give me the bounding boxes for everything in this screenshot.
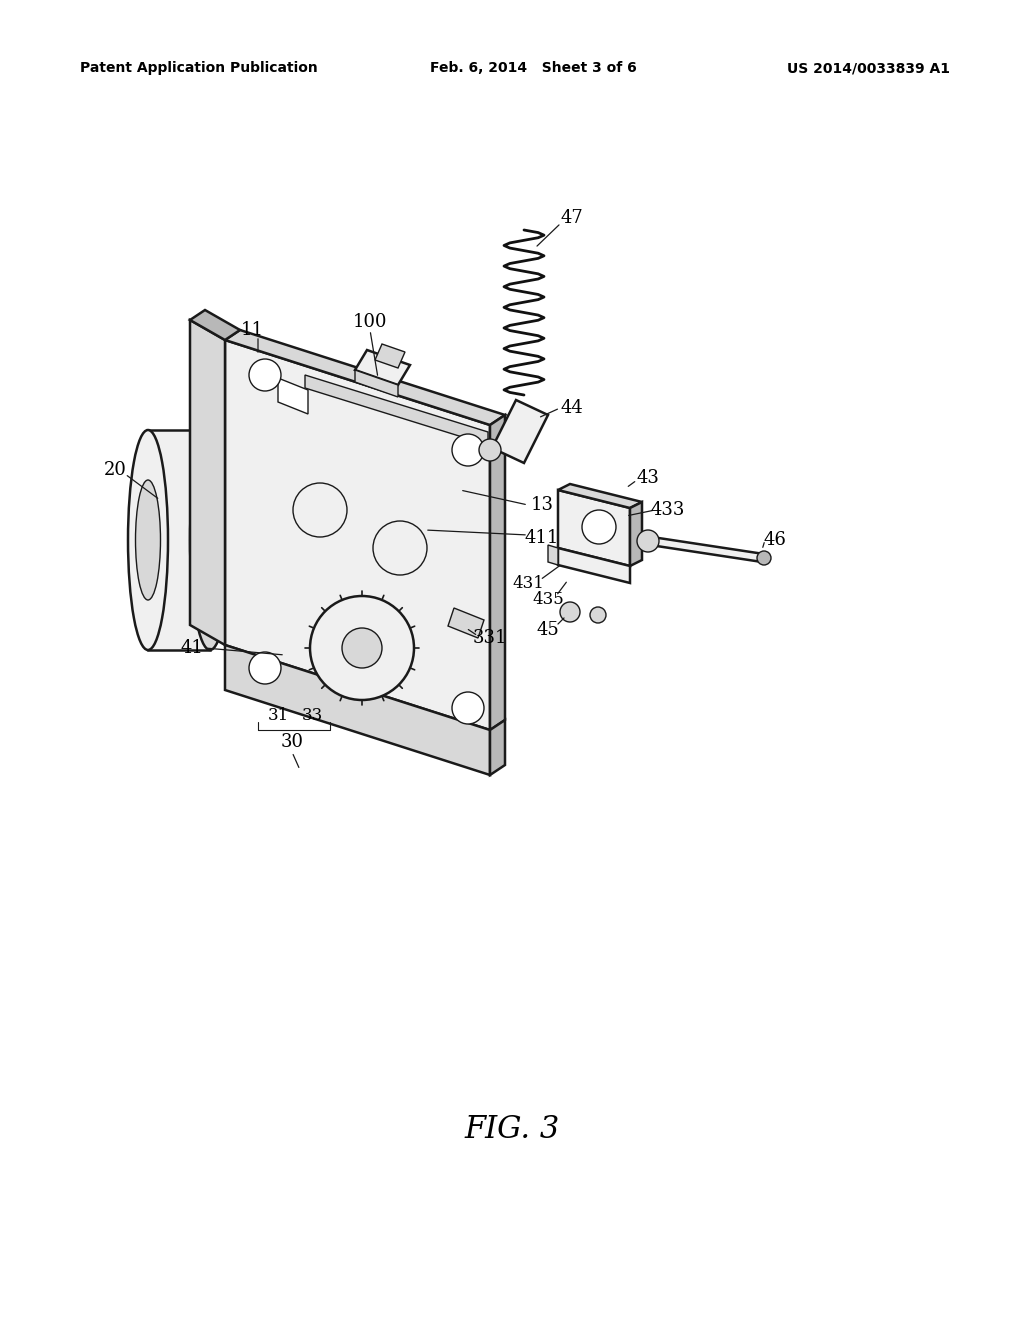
Circle shape xyxy=(293,483,347,537)
Circle shape xyxy=(479,440,501,461)
Text: FIG. 3: FIG. 3 xyxy=(464,1114,560,1146)
Polygon shape xyxy=(190,319,225,645)
Polygon shape xyxy=(558,484,642,508)
Text: 45: 45 xyxy=(537,620,559,639)
Circle shape xyxy=(757,550,771,565)
Polygon shape xyxy=(449,609,484,638)
Circle shape xyxy=(590,607,606,623)
Text: 33: 33 xyxy=(301,706,323,723)
Text: 331: 331 xyxy=(473,630,507,647)
Text: Patent Application Publication: Patent Application Publication xyxy=(80,61,317,75)
Polygon shape xyxy=(630,502,642,566)
Polygon shape xyxy=(375,345,406,368)
Circle shape xyxy=(310,597,414,700)
Text: 20: 20 xyxy=(103,461,126,479)
Polygon shape xyxy=(558,490,630,566)
Polygon shape xyxy=(558,548,630,583)
Polygon shape xyxy=(278,378,308,414)
Polygon shape xyxy=(355,350,410,385)
Text: 47: 47 xyxy=(560,209,584,227)
Text: 30: 30 xyxy=(281,733,303,751)
Circle shape xyxy=(452,434,484,466)
Polygon shape xyxy=(490,414,505,730)
Circle shape xyxy=(452,692,484,723)
Polygon shape xyxy=(225,341,490,730)
Polygon shape xyxy=(305,375,488,445)
Ellipse shape xyxy=(128,430,168,649)
Circle shape xyxy=(249,652,281,684)
Polygon shape xyxy=(548,545,558,565)
Text: 100: 100 xyxy=(352,313,387,331)
Text: 31: 31 xyxy=(267,706,289,723)
Polygon shape xyxy=(225,330,505,425)
Polygon shape xyxy=(190,310,240,341)
Circle shape xyxy=(560,602,580,622)
Polygon shape xyxy=(355,370,398,397)
Text: 431: 431 xyxy=(512,576,544,593)
Polygon shape xyxy=(490,719,505,775)
Circle shape xyxy=(373,521,427,576)
Text: US 2014/0033839 A1: US 2014/0033839 A1 xyxy=(787,61,950,75)
Circle shape xyxy=(342,628,382,668)
Text: 433: 433 xyxy=(651,502,685,519)
Text: 435: 435 xyxy=(532,591,564,609)
Text: 43: 43 xyxy=(637,469,659,487)
Text: 411: 411 xyxy=(525,529,559,546)
Polygon shape xyxy=(650,537,764,562)
Text: 13: 13 xyxy=(530,496,554,513)
Text: 46: 46 xyxy=(764,531,786,549)
Polygon shape xyxy=(492,400,548,463)
Polygon shape xyxy=(225,645,490,775)
Polygon shape xyxy=(148,430,210,649)
Circle shape xyxy=(249,359,281,391)
Ellipse shape xyxy=(135,480,161,601)
Circle shape xyxy=(637,531,659,552)
Text: 11: 11 xyxy=(241,321,263,339)
Text: 41: 41 xyxy=(180,639,204,657)
Text: Feb. 6, 2014   Sheet 3 of 6: Feb. 6, 2014 Sheet 3 of 6 xyxy=(430,61,637,75)
Text: 44: 44 xyxy=(560,399,584,417)
Circle shape xyxy=(582,510,616,544)
Ellipse shape xyxy=(190,430,230,649)
